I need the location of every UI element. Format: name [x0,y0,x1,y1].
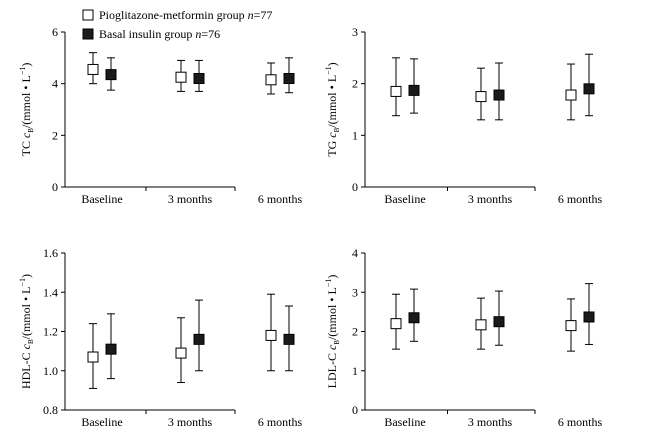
y-tick-label-ldl-c: 2 [352,325,358,339]
x-tick-label-tc: 3 months [168,192,213,206]
y-tick-label-tg: 2 [352,77,358,91]
data-point-ldl-c-basal-insulin [583,311,595,323]
y-tick-label-hdl-c: 1.6 [43,246,58,260]
y-tick-label-tc: 6 [52,25,58,39]
y-tick-label-tc: 0 [52,180,58,194]
legend: Pioglitazone-metformin group n=77 Basal … [82,8,272,41]
y-tick-label-ldl-c: 0 [352,403,358,417]
data-point-tg-pioglitazone [475,91,487,103]
y-axis-label-tg: TG cB/(mmol • L−1) [324,62,341,156]
data-point-tg-pioglitazone [565,89,577,101]
y-tick-label-ldl-c: 4 [352,246,358,260]
y-tick-label-hdl-c: 1.2 [43,325,58,339]
y-tick-label-tc: 2 [52,128,58,142]
data-point-hdl-c-pioglitazone [87,351,99,363]
x-tick-label-tg: 6 months [558,192,603,206]
data-point-tc-pioglitazone [265,74,277,86]
y-tick-label-ldl-c: 3 [352,285,358,299]
data-point-hdl-c-basal-insulin [105,343,117,355]
data-point-tg-basal-insulin [493,89,505,101]
data-point-tg-basal-insulin [408,84,420,96]
data-point-ldl-c-pioglitazone [565,320,577,332]
data-point-tg-pioglitazone [390,85,402,97]
legend-item-pioglitazone: Pioglitazone-metformin group n=77 [82,8,272,22]
data-point-tc-basal-insulin [283,73,295,84]
legend-marker-open-square [82,9,94,21]
x-tick-label-tc: 6 months [258,192,303,206]
chart-panel-hdl-c: 0.8 1.0 1.2 1.4 1.6 Baseline 3 months 6 months H… [18,246,302,429]
y-tick-label-hdl-c: 0.8 [43,403,58,417]
chart-panel-tg: 0 1 2 3 Baseline 3 months 6 months TG cB/(mmol … [324,25,602,206]
x-tick-label-hdl-c: 3 months [168,415,213,429]
y-tick-label-tg: 0 [352,180,358,194]
chart-panel-ldl-c: 0 1 2 3 4 Baseline 3 months 6 months LDL-C cB/(m… [324,246,602,429]
y-tick-label-tc: 4 [52,77,58,91]
y-axis-label-ldl-c: LDL-C cB/(mmol • L−1) [324,275,341,389]
y-tick-label-tg: 3 [352,25,358,39]
data-point-ldl-c-basal-insulin [408,312,420,324]
x-tick-label-ldl-c: 3 months [468,415,513,429]
data-point-tc-pioglitazone [87,63,99,75]
legend-marker-filled-square [82,28,94,40]
chart-panel-tc: 0 2 4 6 Baseline 3 months 6 months TC cB/(mmol … [18,25,302,206]
y-axis-label-hdl-c: HDL-C cB/(mmol • L−1) [18,274,35,389]
x-tick-label-tg: Baseline [384,192,425,206]
data-point-hdl-c-basal-insulin [283,333,295,345]
y-tick-label-ldl-c: 1 [352,364,358,378]
data-point-hdl-c-basal-insulin [193,333,205,345]
data-point-tc-pioglitazone [175,71,187,83]
data-point-hdl-c-pioglitazone [175,347,187,359]
data-point-ldl-c-basal-insulin [493,316,505,328]
data-point-ldl-c-pioglitazone [390,318,402,330]
data-point-hdl-c-pioglitazone [265,329,277,341]
x-tick-label-hdl-c: 6 months [258,415,303,429]
legend-label-pioglitazone: Pioglitazone-metformin group n=77 [99,8,272,22]
y-tick-label-hdl-c: 1.0 [43,364,58,378]
x-tick-label-ldl-c: 6 months [558,415,603,429]
data-point-ldl-c-pioglitazone [475,319,487,331]
y-tick-label-hdl-c: 1.4 [43,285,58,299]
x-tick-label-hdl-c: Baseline [81,415,122,429]
x-tick-label-tg: 3 months [468,192,513,206]
legend-item-basal-insulin: Basal insulin group n=76 [82,27,220,41]
y-axis-label-tc: TC cB/(mmol • L−1) [18,63,35,157]
legend-label-basal-insulin: Basal insulin group n=76 [99,27,220,41]
data-point-tg-basal-insulin [583,83,595,95]
data-point-tc-basal-insulin [193,73,205,84]
data-point-tc-basal-insulin [105,69,117,81]
x-tick-label-ldl-c: Baseline [384,415,425,429]
x-tick-label-tc: Baseline [81,192,122,206]
y-tick-label-tg: 1 [352,128,358,142]
